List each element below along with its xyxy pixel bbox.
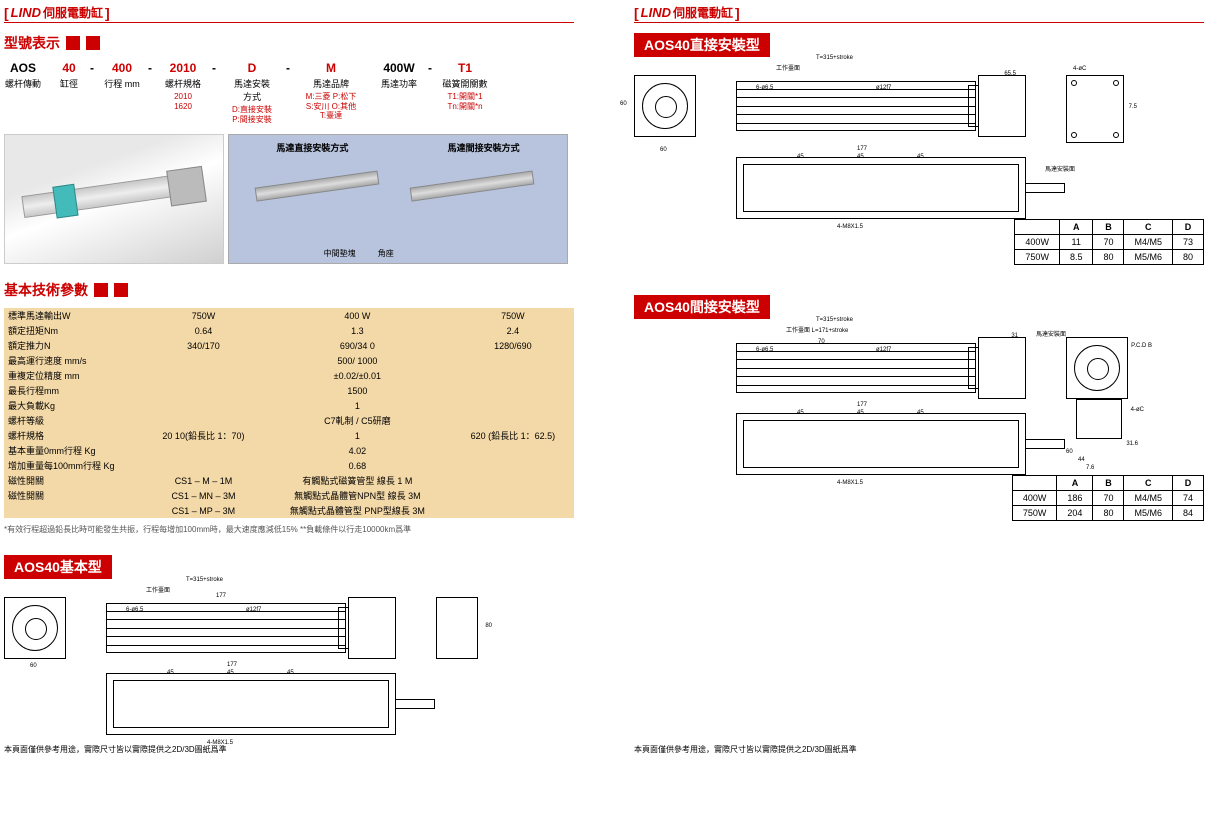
panel-label-left: 馬達直接安裝方式 bbox=[276, 141, 348, 154]
actuator-render bbox=[22, 172, 198, 218]
panel-label-right: 馬達間接安裝方式 bbox=[448, 141, 520, 154]
dim-table-direct: ABCD400W1170M4/M573750W8.580M5/M680 bbox=[1014, 219, 1204, 265]
photo-row: 馬達直接安裝方式 馬達間接安裝方式 中間墊塊 角座 bbox=[4, 134, 574, 264]
endcap-view bbox=[4, 597, 66, 659]
page-bottom-note: 本頁面僅供參考用途，實際尺寸皆以實際提供之2D/3D圖紙爲準 bbox=[4, 744, 227, 755]
side-view: T=315+stroke 工作臺面 177 6-ø6.5 ø12f7 bbox=[106, 597, 396, 659]
red-square bbox=[66, 36, 80, 50]
header-bar: [ LIND 伺服電動缸 ] bbox=[634, 4, 1204, 23]
spec-footnote: *有效行程超過鉛長比時可能發生共振，行程每增加100mm時，最大速度應減低15%… bbox=[4, 524, 574, 535]
drawing-indirect: T=315+stroke 工作臺面 L=171+stroke 6-ø6.5 ø1… bbox=[634, 337, 1204, 521]
section-direct-mount: AOS40直接安裝型 bbox=[634, 33, 770, 57]
bracket-open: [ bbox=[4, 5, 9, 21]
page-bottom-note: 本頁面僅供參考用途，實際尺寸皆以實際提供之2D/3D圖紙爲準 bbox=[634, 744, 857, 755]
section-model-title: 型號表示 bbox=[4, 33, 574, 53]
page-right: [ LIND 伺服電動缸 ] AOS40直接安裝型 60 60 T=315+st… bbox=[634, 4, 1204, 755]
drawing-basic: 60 60 T=315+stroke 工作臺面 177 6-ø6.5 ø12f7… bbox=[4, 597, 574, 735]
section-indirect-mount: AOS40間接安裝型 bbox=[634, 295, 770, 319]
header-bar: [ LIND 伺服電動缸 ] bbox=[4, 4, 574, 23]
section-aos40-basic: AOS40基本型 bbox=[4, 555, 112, 579]
page-left: [ LIND 伺服電動缸 ] 型號表示 AOS螺杆傳動40缸徑-400行程 mm… bbox=[4, 4, 574, 755]
bracket-close: ] bbox=[105, 5, 110, 21]
model-code-row: AOS螺杆傳動40缸徑-400行程 mm-2010螺杆規格2010 1620-D… bbox=[4, 61, 574, 124]
spec-table: 標準馬達輸出W750W400 W750W額定扭矩Nm0.641.32.4額定推力… bbox=[4, 308, 574, 518]
product-photo bbox=[4, 134, 224, 264]
top-view: 177 45 45 45 4-M8X1.5 bbox=[106, 673, 396, 735]
mount-plate: 4-øC 7.5 bbox=[1066, 75, 1124, 143]
drawing-direct: 60 60 T=315+stroke 工作臺面 6-ø6.5 ø12f7 65.… bbox=[634, 75, 1204, 265]
dim-table-indirect: ABCD400W18670M4/M574750W20480M5/M684 bbox=[1012, 475, 1204, 521]
red-square bbox=[86, 36, 100, 50]
brand: LIND bbox=[11, 5, 41, 20]
blue-panel: 馬達直接安裝方式 馬達間接安裝方式 中間墊塊 角座 bbox=[228, 134, 568, 264]
section-spec-title: 基本技術參數 bbox=[4, 280, 574, 300]
header-text: 伺服電動缸 bbox=[43, 4, 103, 21]
